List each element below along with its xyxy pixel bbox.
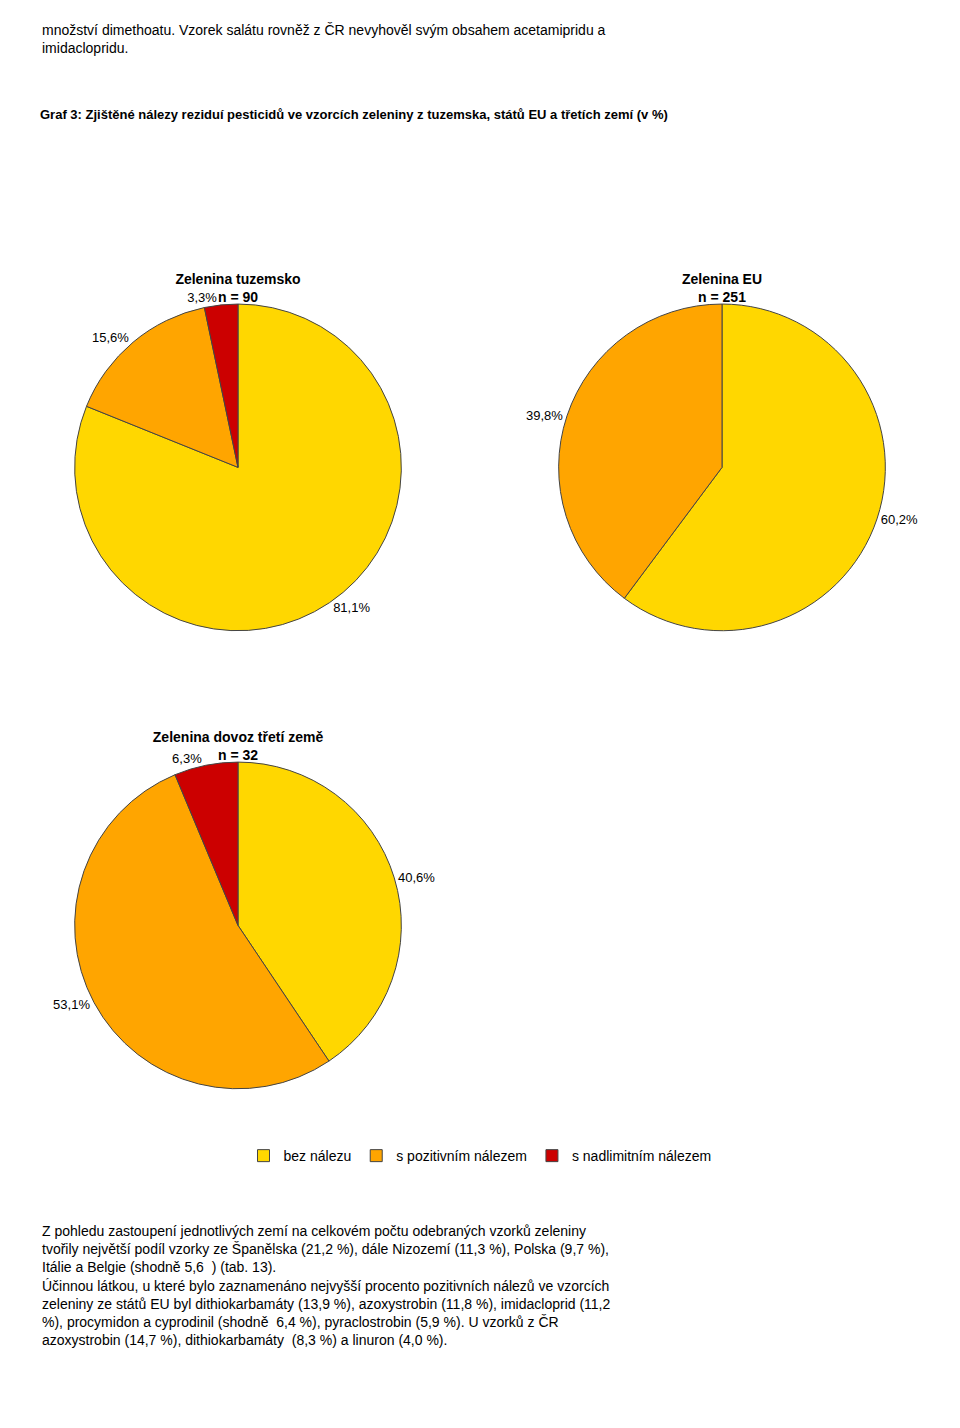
svg-text:s nadlimitním nálezem: s nadlimitním nálezem: [572, 1148, 711, 1164]
svg-text:39,8%: 39,8%: [526, 408, 563, 423]
svg-text:15,6%: 15,6%: [92, 330, 129, 345]
svg-text:6,3%: 6,3%: [172, 751, 202, 766]
svg-text:Zelenina dovoz třetí zeměn = 3: Zelenina dovoz třetí zeměn = 32: [153, 729, 324, 763]
svg-text:40,6%: 40,6%: [398, 870, 435, 885]
svg-text:3,3%: 3,3%: [187, 290, 217, 305]
svg-text:Graf 3: Zjištěné nálezy rezidu: Graf 3: Zjištěné nálezy reziduí pesticid…: [40, 107, 668, 122]
svg-text:53,1%: 53,1%: [53, 997, 90, 1012]
svg-text:81,1%: 81,1%: [333, 600, 370, 615]
svg-text:Zelenina tuzemskon = 90: Zelenina tuzemskon = 90: [175, 271, 300, 305]
svg-text:Zelenina EUn = 251: Zelenina EUn = 251: [682, 271, 762, 305]
svg-text:bez nálezu: bez nálezu: [284, 1148, 352, 1164]
svg-text:množství dimethoatu. Vzorek sa: množství dimethoatu. Vzorek salátu rovně…: [42, 22, 606, 56]
svg-text:Z pohledu zastoupení jednotliv: Z pohledu zastoupení jednotlivých zemí n…: [42, 1223, 611, 1348]
svg-text:60,2%: 60,2%: [881, 512, 918, 527]
svg-text:s pozitivním nálezem: s pozitivním nálezem: [396, 1148, 527, 1164]
